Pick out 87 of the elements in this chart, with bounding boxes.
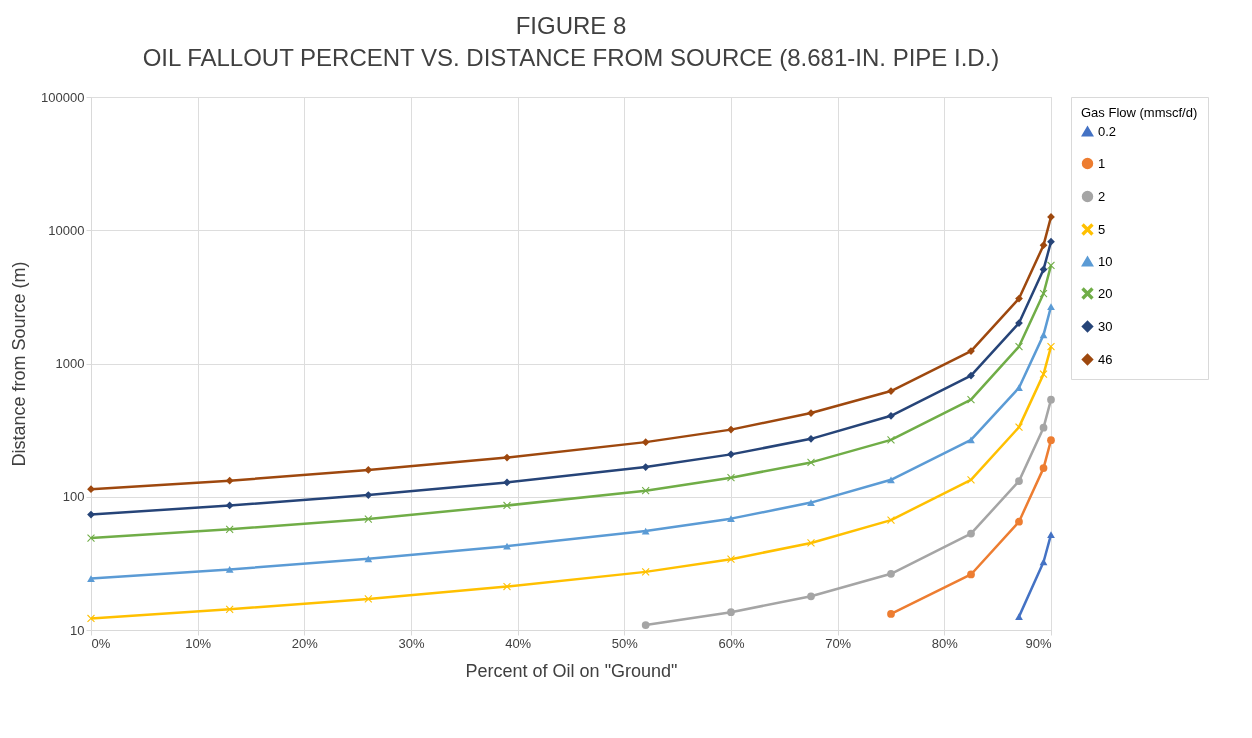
point — [1015, 342, 1023, 351]
point — [1015, 384, 1023, 392]
point — [641, 438, 650, 446]
point — [1047, 237, 1055, 246]
point — [641, 486, 650, 495]
point — [887, 569, 895, 578]
point — [967, 529, 975, 538]
y-axis-title: Distance from Source (m) — [9, 261, 30, 467]
point — [1039, 423, 1048, 432]
point — [967, 436, 975, 444]
legend-label: 20 — [1098, 285, 1113, 301]
x-tick-label: 20% — [291, 635, 319, 651]
point — [1015, 613, 1023, 620]
legend-label: 10 — [1098, 253, 1113, 269]
point — [364, 515, 373, 523]
point — [641, 621, 650, 629]
point — [1047, 303, 1055, 311]
point — [503, 478, 511, 487]
point — [727, 450, 735, 459]
point — [87, 614, 95, 623]
point — [1015, 294, 1023, 303]
point — [87, 485, 95, 494]
point — [1047, 342, 1055, 351]
legend-label: 5 — [1098, 221, 1106, 237]
legend-label: 0.2 — [1098, 123, 1117, 139]
legend-label: 2 — [1098, 188, 1106, 204]
point — [1015, 517, 1023, 526]
x-tick-label: 0% — [91, 635, 111, 651]
point — [1047, 531, 1055, 538]
point — [807, 592, 815, 601]
x-axis-title: Percent of Oil on "Ground" — [465, 660, 678, 681]
point — [1047, 395, 1055, 404]
point — [225, 566, 234, 573]
point — [807, 458, 815, 467]
x-tick-label: 10% — [185, 635, 212, 651]
point — [1039, 370, 1048, 379]
point — [1039, 331, 1048, 339]
point — [364, 595, 373, 603]
x-tick-label: 70% — [825, 635, 852, 651]
point — [225, 476, 234, 485]
x-tick-label: 90% — [1025, 635, 1052, 651]
y-tick-label: 100000 — [41, 89, 85, 105]
y-tick-label: 1000 — [55, 356, 85, 371]
y-tick-label: 10 — [70, 622, 85, 638]
point — [887, 411, 895, 420]
point — [503, 501, 511, 510]
point — [87, 575, 95, 582]
chart-subtitle: OIL FALLOUT PERCENT VS. DISTANCE FROM SOURCE (8.681-IN. PIPE I.D.) — [142, 44, 1000, 71]
point — [225, 605, 234, 614]
legend-label: 1 — [1098, 155, 1106, 171]
point — [641, 463, 650, 471]
x-tick-label: 80% — [931, 635, 959, 651]
point — [1039, 558, 1048, 566]
point — [87, 510, 95, 519]
point — [1015, 477, 1023, 485]
point — [727, 473, 735, 482]
legend-title: Gas Flow (mmscf/d) — [1081, 105, 1198, 120]
chart-title: FIGURE 8 — [515, 12, 627, 39]
x-tick-label: 50% — [611, 635, 639, 651]
point — [503, 582, 511, 591]
point — [641, 568, 650, 576]
point — [1039, 241, 1048, 250]
y-tick-label: 100 — [62, 489, 85, 505]
point — [887, 610, 895, 618]
point — [364, 555, 373, 563]
x-tick-label: 40% — [505, 635, 532, 651]
legend-label: 30 — [1098, 318, 1113, 334]
x-tick-label: 60% — [718, 635, 745, 651]
point — [225, 501, 234, 510]
point — [225, 525, 234, 534]
point — [503, 453, 511, 462]
point — [1039, 464, 1048, 472]
x-tick-label: 30% — [398, 635, 425, 651]
point — [967, 371, 975, 380]
point — [1047, 436, 1055, 444]
point — [727, 425, 735, 434]
point — [887, 476, 895, 484]
point — [727, 515, 735, 522]
point — [807, 434, 815, 443]
point — [1047, 261, 1055, 270]
point — [807, 499, 815, 506]
point — [967, 570, 975, 579]
y-tick-label: 10000 — [48, 222, 85, 238]
legend-label: 46 — [1098, 351, 1113, 367]
point — [967, 395, 975, 404]
point — [364, 491, 373, 499]
point — [727, 608, 735, 617]
